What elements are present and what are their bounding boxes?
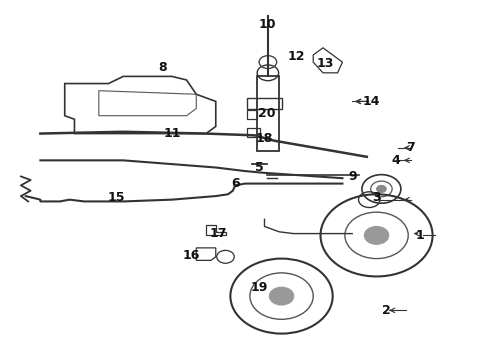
Text: 9: 9: [348, 170, 357, 183]
Text: 20: 20: [258, 107, 276, 120]
Text: 1: 1: [416, 229, 425, 242]
Text: 7: 7: [406, 141, 415, 154]
Circle shape: [365, 226, 389, 244]
Text: 19: 19: [251, 281, 269, 294]
Text: 12: 12: [288, 50, 305, 63]
Text: 17: 17: [209, 227, 227, 240]
Text: 4: 4: [392, 154, 400, 167]
Text: 8: 8: [158, 61, 167, 74]
Text: 18: 18: [256, 132, 273, 145]
Circle shape: [376, 185, 386, 193]
Text: 11: 11: [163, 127, 181, 140]
Text: 15: 15: [107, 192, 124, 204]
Text: 5: 5: [255, 161, 264, 174]
Text: 13: 13: [317, 57, 334, 71]
Text: 10: 10: [258, 18, 276, 31]
Circle shape: [270, 287, 294, 305]
Text: 16: 16: [183, 248, 200, 261]
Text: 2: 2: [382, 304, 391, 317]
Text: 3: 3: [372, 192, 381, 204]
Text: 6: 6: [231, 177, 240, 190]
Text: 14: 14: [363, 95, 380, 108]
